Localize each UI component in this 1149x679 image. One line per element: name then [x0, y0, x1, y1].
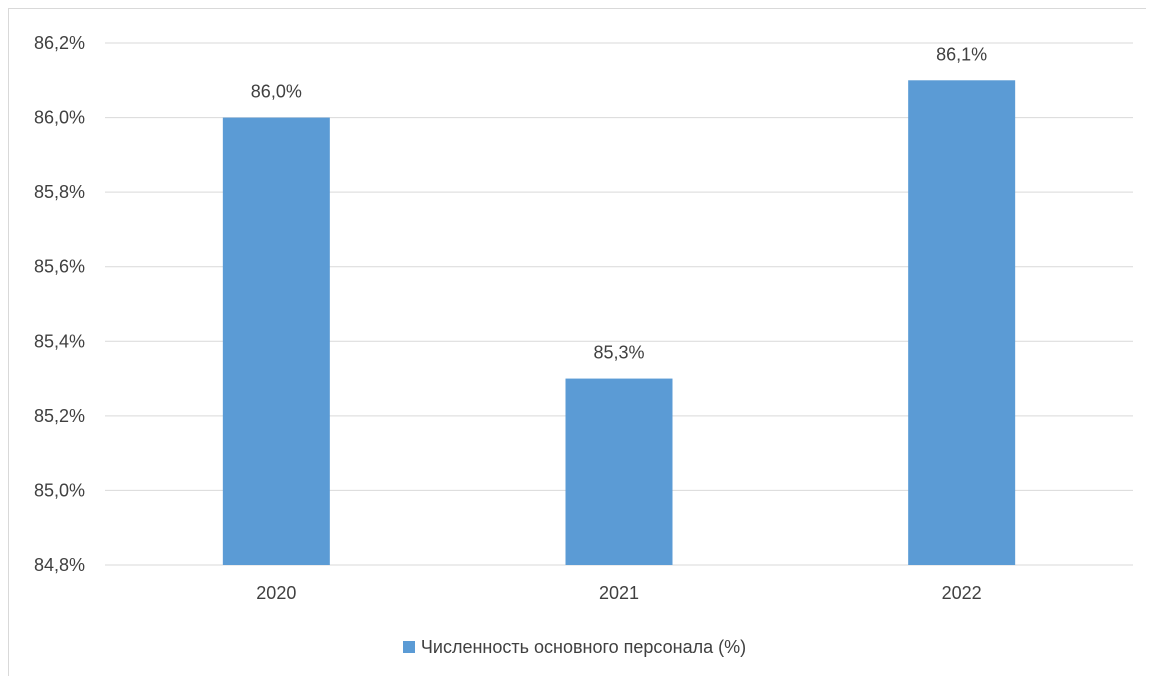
y-tick-label: 85,2%	[34, 406, 85, 426]
legend-label: Численность основного персонала (%)	[420, 637, 747, 657]
y-tick-label: 84,8%	[34, 555, 85, 575]
data-label-2021: 85,3%	[593, 343, 644, 363]
x-tick-label-2021: 2021	[599, 583, 639, 603]
data-label-2020: 86,0%	[251, 82, 302, 102]
bar-2021	[565, 378, 673, 565]
y-tick-label: 85,8%	[34, 182, 85, 202]
legend: Численность основного персонала (%)	[0, 637, 1149, 658]
chart-frame	[8, 8, 1146, 676]
legend-swatch	[402, 641, 415, 654]
y-tick-label: 85,6%	[34, 257, 85, 277]
data-label-2022: 86,1%	[936, 44, 987, 64]
bar-2020	[222, 117, 330, 566]
bar-2022	[908, 80, 1016, 566]
x-tick-label-2020: 2020	[256, 583, 296, 603]
y-tick-label: 86,0%	[34, 108, 85, 128]
x-tick-label-2022: 2022	[942, 583, 982, 603]
y-tick-label: 85,4%	[34, 331, 85, 351]
y-tick-label: 85,0%	[34, 480, 85, 500]
y-tick-label: 86,2%	[34, 33, 85, 53]
